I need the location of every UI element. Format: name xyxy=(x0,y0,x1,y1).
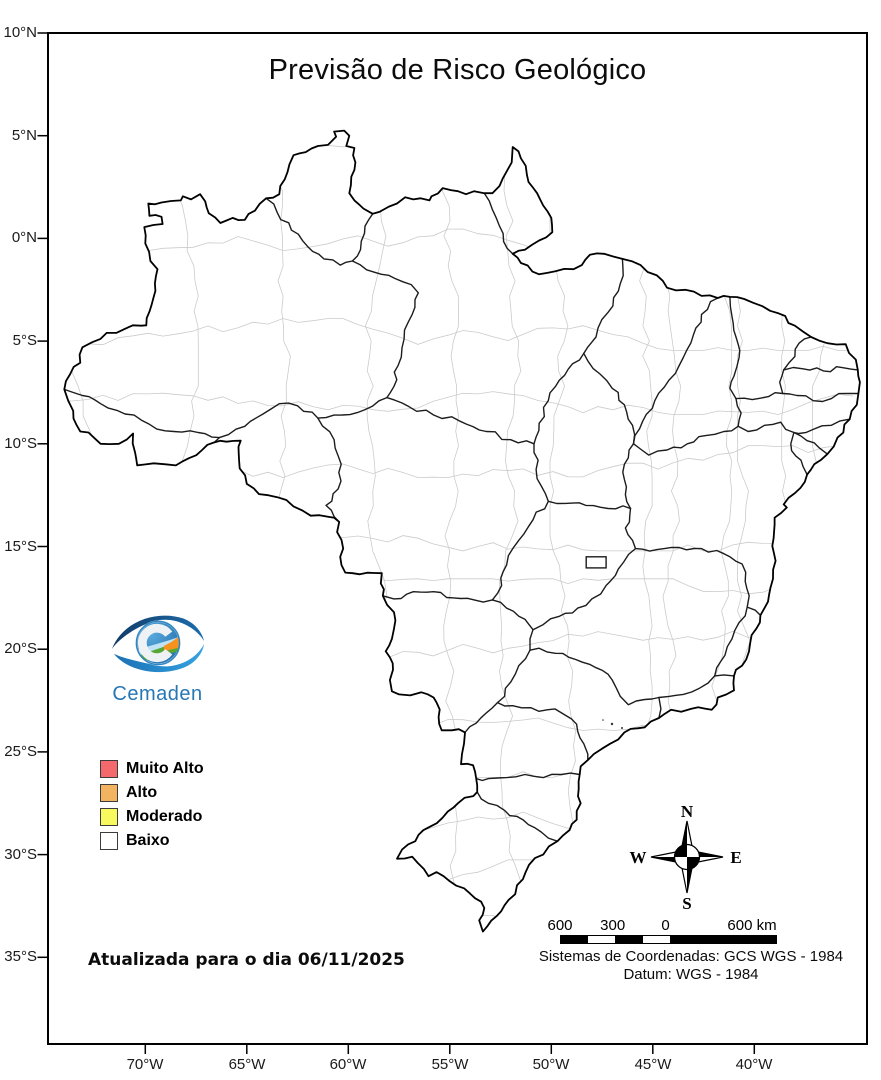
updated-date-label: Atualizada para o dia 06/11/2025 xyxy=(88,950,405,970)
lon-tick-label: 40°W xyxy=(735,1056,773,1073)
lon-tick-label: 55°W xyxy=(431,1056,469,1073)
legend-label: Moderado xyxy=(126,808,203,825)
datum-line: Datum: WGS - 1984 xyxy=(623,966,759,983)
scale-segment xyxy=(560,935,589,944)
legend-swatch-icon xyxy=(100,759,118,778)
lat-tick-label: 5°S xyxy=(12,332,37,349)
lat-tick-label: 5°N xyxy=(11,127,37,144)
lat-tick-label: 35°S xyxy=(4,948,37,965)
legend-row: Moderado xyxy=(100,807,204,826)
cemaden-eye-icon xyxy=(111,615,204,673)
lon-tick-label: 60°W xyxy=(329,1056,367,1073)
lat-tick-label: 10°N xyxy=(3,24,37,41)
scale-segment xyxy=(642,935,671,944)
scale-label: 600 xyxy=(547,917,573,934)
legend-label: Baixo xyxy=(126,832,170,849)
compass-west-label: W xyxy=(630,848,647,867)
lon-tick-label: 50°W xyxy=(532,1056,570,1073)
legend-swatch-icon xyxy=(100,807,118,826)
coastal-islands xyxy=(602,719,623,729)
lat-tick-label: 10°S xyxy=(4,435,37,452)
state-boundaries xyxy=(63,192,860,842)
legend-row: Baixo xyxy=(100,831,204,850)
lon-tick-label: 45°W xyxy=(634,1056,672,1073)
compass-rose-icon: N S W E xyxy=(630,802,742,913)
brazil-outline xyxy=(63,129,861,933)
legend-swatch-icon xyxy=(100,831,118,850)
lat-tick-label: 30°S xyxy=(4,846,37,863)
compass-north-label: N xyxy=(681,802,694,821)
legend-label: Alto xyxy=(126,784,158,801)
scale-bar-labels: 600 300 0 600 km xyxy=(547,917,800,934)
legend-row: Muito Alto xyxy=(100,759,204,778)
map-frame-bg xyxy=(48,33,867,1044)
distrito-federal xyxy=(585,556,607,569)
lon-tick-label: 65°W xyxy=(228,1056,266,1073)
scale-segment xyxy=(669,935,778,944)
scale-segment xyxy=(614,935,644,944)
scale-label: 0 xyxy=(661,917,670,934)
legend-swatch-icon xyxy=(100,783,118,802)
coordinate-system-line: Sistemas de Coordenadas: GCS WGS - 1984 xyxy=(538,948,844,965)
lon-tick-label: 70°W xyxy=(126,1056,164,1073)
page-title: Previsão de Risco Geológico xyxy=(268,54,647,86)
lat-tick-label: 0°N xyxy=(11,229,37,246)
legend-row: Alto xyxy=(100,783,204,802)
axis-ticks xyxy=(37,32,756,1054)
compass-south-label: S xyxy=(682,894,691,913)
scale-label: 600 km xyxy=(727,917,777,934)
lat-tick-label: 20°S xyxy=(4,640,37,657)
lat-tick-label: 25°S xyxy=(4,743,37,760)
scale-label: 300 xyxy=(600,917,626,934)
map-frame xyxy=(47,32,868,1045)
logo-caption: Cemaden xyxy=(112,683,203,705)
scale-bar-segments xyxy=(560,935,800,944)
coordinate-system-note: Sistemas de Coordenadas: GCS WGS - 1984 … xyxy=(505,948,877,984)
scale-segment xyxy=(587,935,616,944)
compass-east-label: E xyxy=(730,848,741,867)
cemaden-logo: Cemaden xyxy=(100,608,215,706)
scale-bar: 600 300 0 600 km xyxy=(547,917,800,944)
risk-legend: Muito Alto Alto Moderado Baixo xyxy=(100,759,204,856)
legend-label: Muito Alto xyxy=(126,760,204,777)
lat-tick-label: 15°S xyxy=(4,538,37,555)
